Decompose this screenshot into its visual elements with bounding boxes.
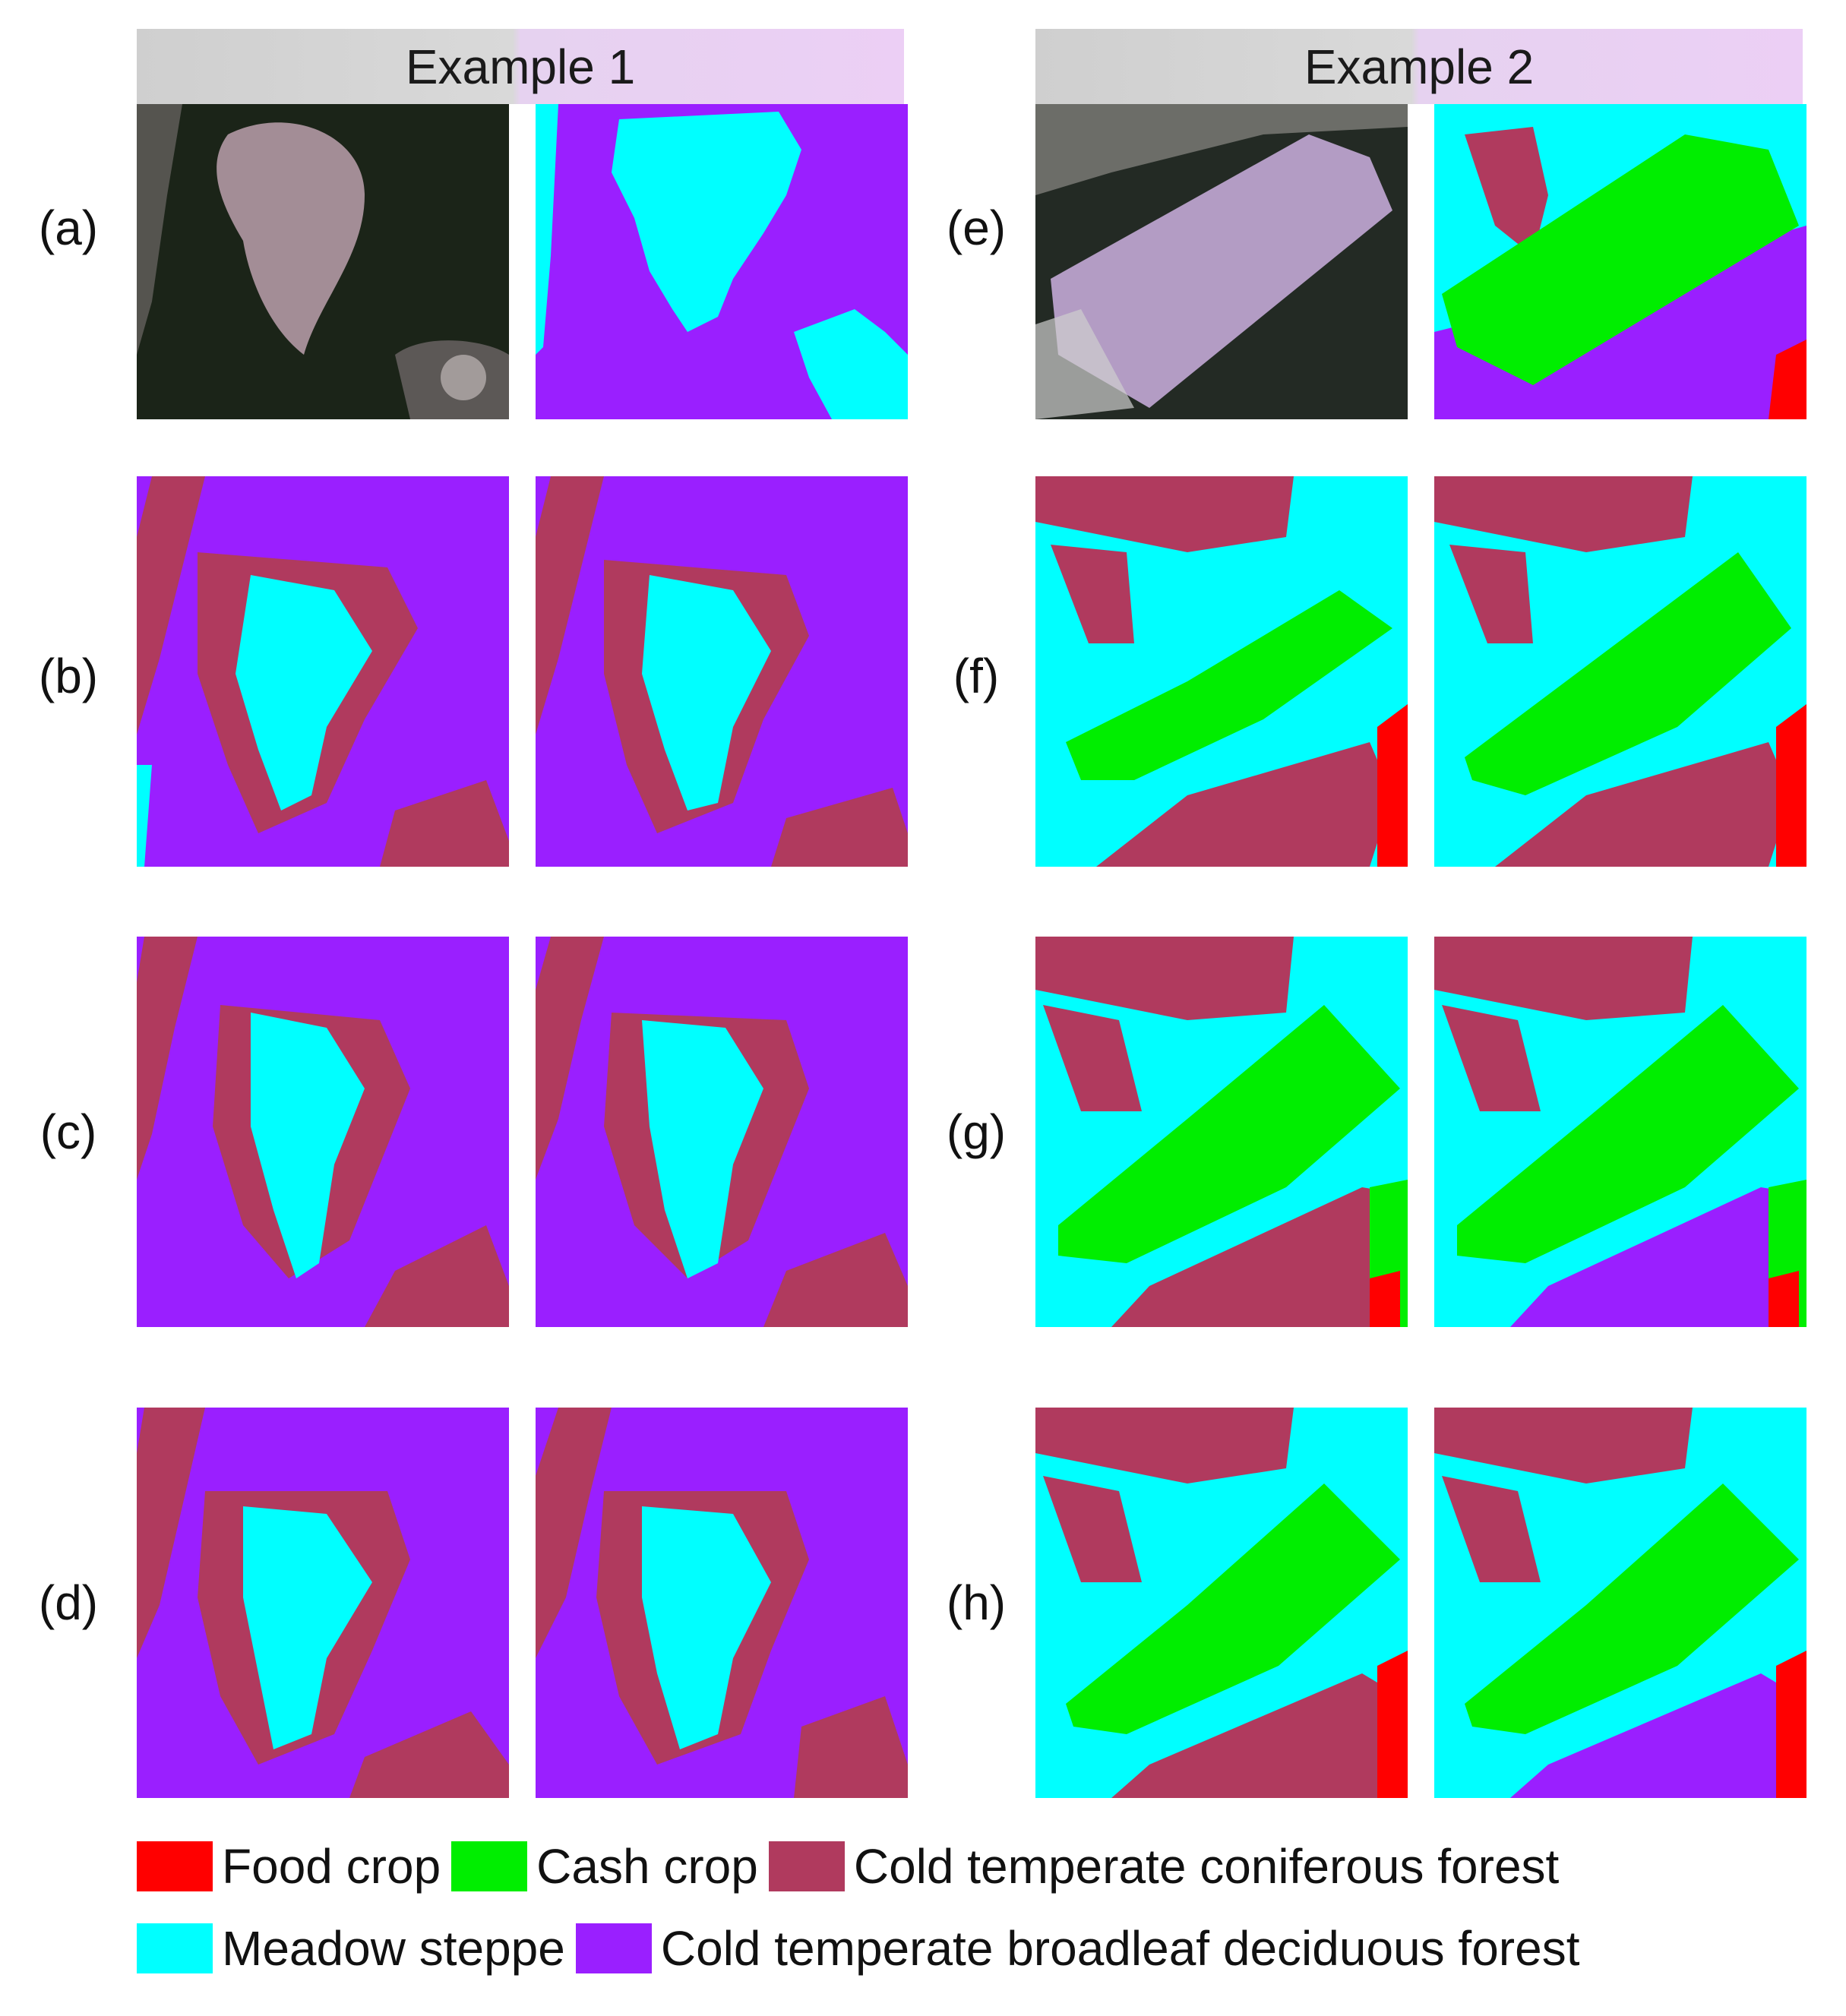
row-label-a: (a) bbox=[38, 201, 99, 255]
legend-item-meadow: Meadow steppe bbox=[137, 1920, 565, 1977]
classification-map-b-example-1-right bbox=[536, 476, 908, 867]
legend-item-coniferous: Cold temperate coniferous forest bbox=[768, 1838, 1560, 1894]
classification-map-g-example-2-right bbox=[1434, 937, 1806, 1327]
row-label-e: (e) bbox=[946, 201, 1007, 255]
classification-map-g-example-2-left bbox=[1035, 937, 1408, 1327]
legend-label-broadleaf: Cold temperate broadleaf deciduous fores… bbox=[660, 1921, 1580, 1976]
classification-map-f-example-2-left bbox=[1035, 476, 1408, 867]
legend-swatch-coniferous bbox=[768, 1841, 845, 1891]
row-label-h: (h) bbox=[946, 1575, 1007, 1630]
row-label-c: (c) bbox=[40, 1104, 97, 1159]
classification-map-b-example-1-left bbox=[137, 476, 509, 867]
legend-item-cash-crop: Cash crop bbox=[451, 1838, 758, 1894]
legend-label-cash-crop: Cash crop bbox=[536, 1839, 758, 1894]
classification-map-h-example-2-right bbox=[1434, 1408, 1806, 1798]
legend-row-1: Food crop Cash crop Cold temperate conif… bbox=[137, 1838, 1569, 1894]
classification-map-h-example-2-left bbox=[1035, 1408, 1408, 1798]
legend-item-food-crop: Food crop bbox=[137, 1838, 441, 1894]
header-example-2: Example 2 bbox=[1035, 29, 1803, 104]
label-map-example-1 bbox=[536, 104, 908, 419]
legend-swatch-meadow bbox=[137, 1923, 213, 1973]
classification-map-d-example-1-right bbox=[536, 1408, 908, 1798]
classification-map-c-example-1-right bbox=[536, 937, 908, 1327]
row-label-d: (d) bbox=[38, 1575, 99, 1630]
satellite-image-example-2 bbox=[1035, 104, 1408, 419]
legend-label-meadow: Meadow steppe bbox=[222, 1921, 565, 1976]
row-label-b: (b) bbox=[38, 649, 99, 703]
legend-label-food-crop: Food crop bbox=[222, 1839, 441, 1894]
header-example-1: Example 1 bbox=[137, 29, 904, 104]
legend-item-broadleaf: Cold temperate broadleaf deciduous fores… bbox=[575, 1920, 1580, 1977]
classification-map-f-example-2-right bbox=[1434, 476, 1806, 867]
legend-label-coniferous: Cold temperate coniferous forest bbox=[853, 1839, 1560, 1894]
legend-swatch-cash-crop bbox=[451, 1841, 528, 1891]
row-label-g: (g) bbox=[946, 1104, 1007, 1159]
satellite-image-example-1 bbox=[137, 104, 509, 419]
label-map-example-2 bbox=[1434, 104, 1806, 419]
classification-map-c-example-1-left bbox=[137, 937, 509, 1327]
classification-map-d-example-1-left bbox=[137, 1408, 509, 1798]
legend-swatch-food-crop bbox=[137, 1841, 213, 1891]
legend-row-2: Meadow steppe Cold temperate broadleaf d… bbox=[137, 1920, 1590, 1977]
row-label-f: (f) bbox=[953, 649, 1000, 703]
legend-swatch-broadleaf bbox=[575, 1923, 652, 1973]
